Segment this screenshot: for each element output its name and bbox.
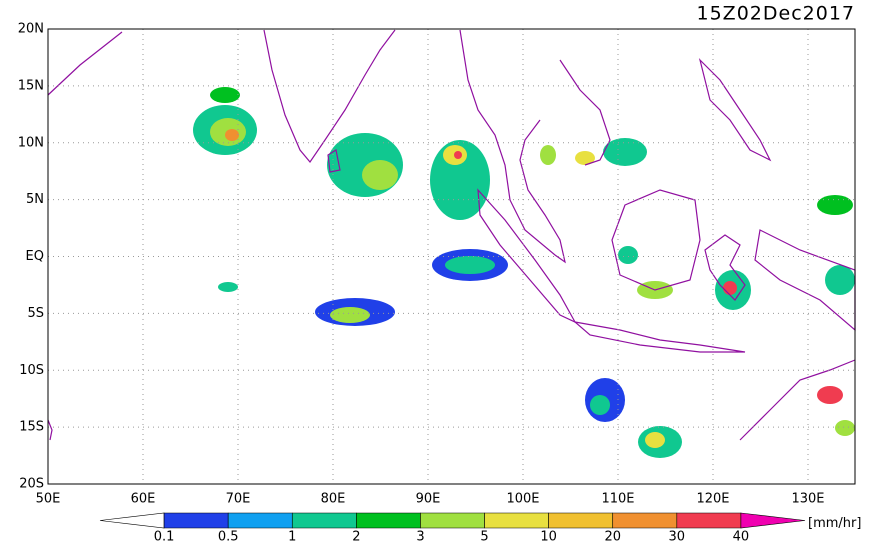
lat-label: 20N xyxy=(18,22,44,37)
map-frame xyxy=(47,28,856,485)
lat-label: EQ xyxy=(26,249,44,264)
colorbar-label: 2 xyxy=(352,530,360,544)
lat-label: 15S xyxy=(19,420,44,435)
lon-label: 80E xyxy=(321,492,346,507)
colorbar: 0.1 0.5 1 2 3 5 10 20 30 40 [mm/hr] xyxy=(99,512,861,544)
title: 15Z02Dec2017 xyxy=(697,3,856,25)
colorbar-swatch xyxy=(612,512,678,529)
rain-areas xyxy=(193,87,855,458)
lon-label: 70E xyxy=(226,492,251,507)
colorbar-swatch xyxy=(676,512,742,529)
colorbar-swatch xyxy=(356,512,421,529)
colorbar-swatch xyxy=(227,512,293,529)
lon-label: 120E xyxy=(696,492,729,507)
colorbar-label: 10 xyxy=(540,530,557,544)
lat-label: 10N xyxy=(18,135,44,150)
graticule xyxy=(48,29,855,484)
lat-label: 5N xyxy=(26,192,44,207)
colorbar-label: 30 xyxy=(669,530,686,544)
colorbar-label: 1 xyxy=(288,530,296,544)
lon-label: 90E xyxy=(416,492,441,507)
colorbar-label: 40 xyxy=(733,530,750,544)
colorbar-label: 0.5 xyxy=(218,530,239,544)
colorbar-swatch xyxy=(163,512,229,529)
lon-label: 50E xyxy=(36,492,61,507)
colorbar-label: 3 xyxy=(416,530,424,544)
coastlines xyxy=(47,29,856,441)
lon-label: 100E xyxy=(506,492,539,507)
colorbar-swatch xyxy=(291,512,357,529)
colorbar-label: 20 xyxy=(604,530,621,544)
colorbar-swatch xyxy=(548,512,614,529)
lat-label: 10S xyxy=(19,363,44,378)
colorbar-label: 0.1 xyxy=(154,530,175,544)
lon-label: 110E xyxy=(601,492,634,507)
colorbar-label: 5 xyxy=(480,530,488,544)
lat-label: 5S xyxy=(27,306,44,321)
colorbar-unit: [mm/hr] xyxy=(808,516,861,531)
lon-label: 130E xyxy=(791,492,824,507)
colorbar-swatch xyxy=(420,512,485,529)
lat-label: 15N xyxy=(18,78,44,93)
lat-label: 20S xyxy=(19,477,44,492)
lon-label: 60E xyxy=(131,492,156,507)
colorbar-swatch xyxy=(740,512,806,529)
colorbar-swatch xyxy=(99,512,165,529)
colorbar-swatch xyxy=(484,512,549,529)
